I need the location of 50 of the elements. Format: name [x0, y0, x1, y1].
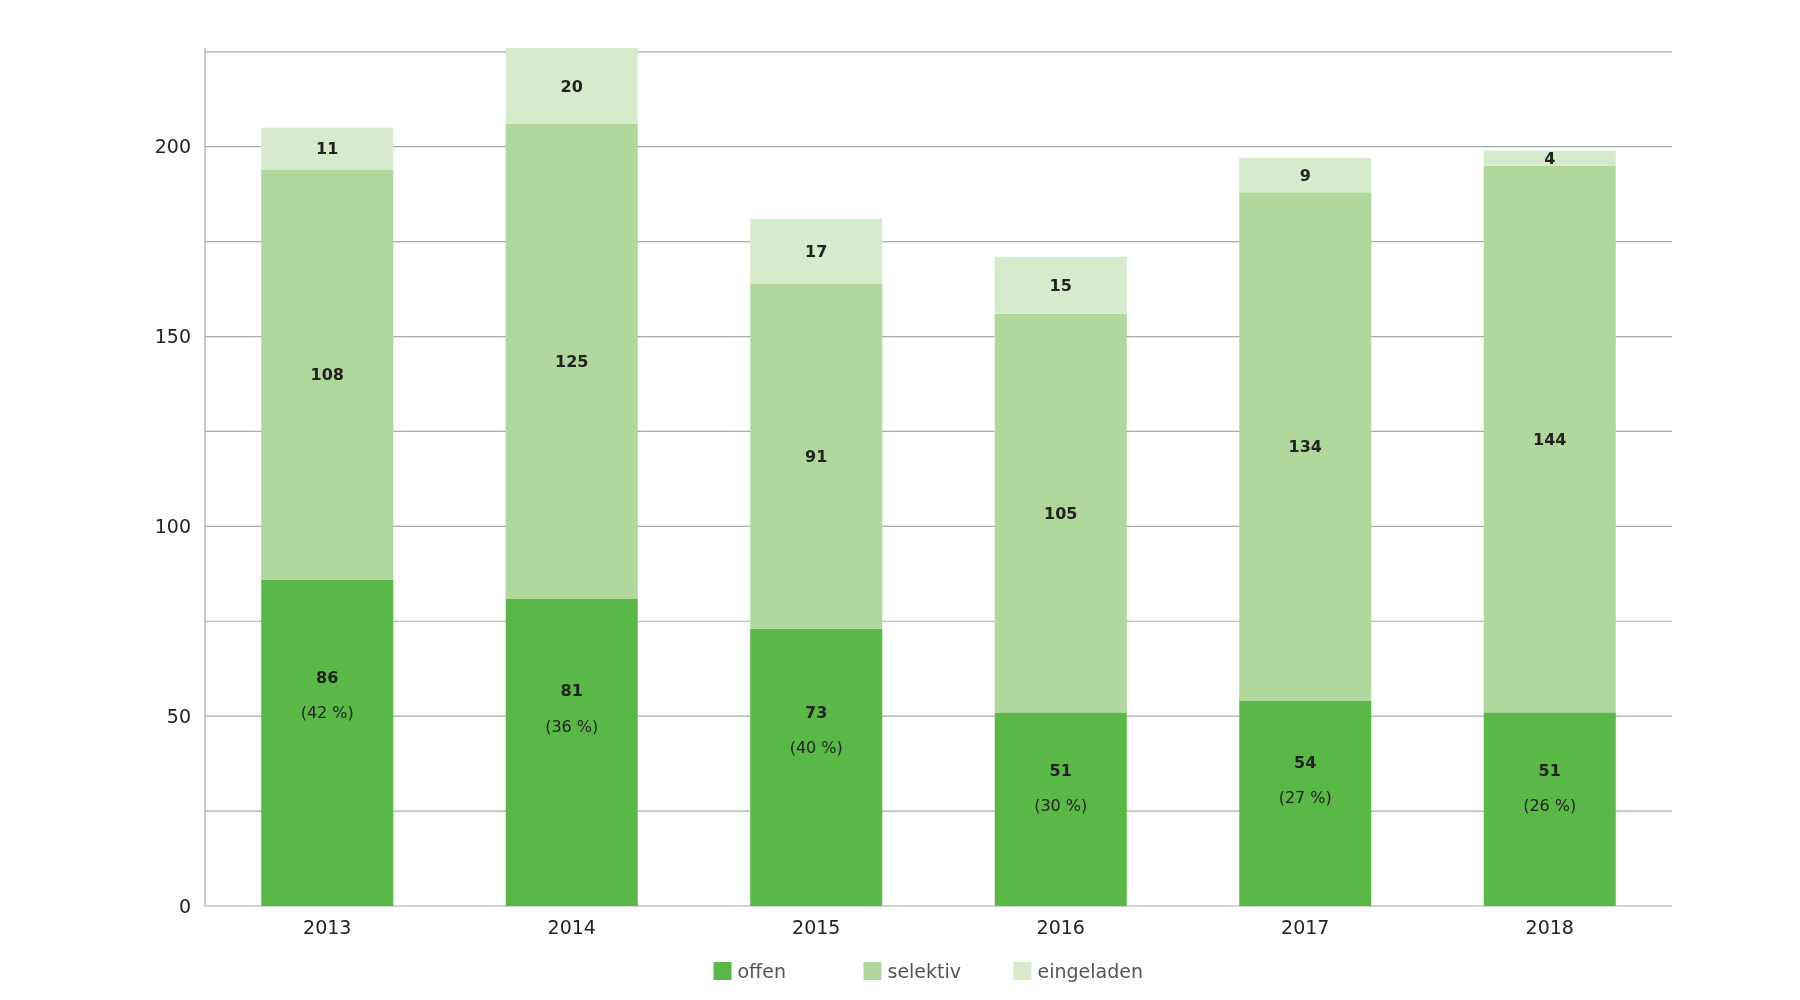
bar [1483, 712, 1616, 906]
data-label: 105 [1044, 503, 1078, 523]
bar [750, 628, 883, 906]
data-label: 51 (30 %) [1034, 761, 1088, 816]
data-label: 81 (36 %) [545, 681, 599, 736]
bar [261, 579, 394, 906]
bar [994, 256, 1127, 314]
bar [994, 313, 1127, 713]
y-tick-label: 50 [166, 704, 191, 727]
y-tick-label: 200 [154, 135, 191, 158]
bar [261, 127, 394, 170]
data-label: 9 [1299, 165, 1311, 185]
x-tick-label: 2016 [1036, 916, 1085, 938]
legend-label: offen [737, 959, 786, 982]
data-label: 17 [805, 241, 828, 261]
data-label: 86 (42 %) [300, 668, 354, 723]
x-tick-label: 2017 [1281, 916, 1330, 938]
bar [505, 598, 638, 906]
legend-label: selektiv [887, 959, 962, 982]
bar [505, 48, 638, 124]
bar [994, 712, 1127, 906]
x-tick-label: 2018 [1525, 916, 1574, 938]
bar [261, 169, 394, 580]
data-label: 20 [560, 76, 583, 96]
bar [1483, 165, 1616, 713]
x-tick-label: 2014 [547, 916, 596, 938]
bar [750, 283, 883, 629]
bar [750, 218, 883, 284]
data-label: 125 [555, 351, 589, 371]
legend-label: eingeladen [1037, 959, 1143, 982]
bar [1483, 150, 1616, 166]
bar [505, 123, 638, 599]
y-tick-label: 100 [154, 515, 191, 537]
bar [1239, 158, 1372, 193]
data-label: 11 [316, 139, 339, 159]
x-tick-label: 2013 [303, 916, 352, 938]
data-label: 54 (27 %) [1278, 753, 1332, 808]
data-label: 108 [310, 365, 344, 385]
data-label: 144 [1533, 429, 1567, 449]
data-label: 4 [1544, 148, 1556, 168]
data-label: 91 [805, 446, 828, 466]
data-label: 134 [1288, 437, 1322, 457]
data-label: 15 [1049, 275, 1072, 295]
data-label: 73 (40 %) [789, 702, 843, 757]
bar [1239, 700, 1372, 906]
y-tick-label: 0 [178, 894, 191, 917]
x-tick-label: 2015 [792, 916, 841, 938]
data-label: 51 (26 %) [1523, 761, 1577, 816]
y-tick-label: 150 [154, 325, 191, 348]
bar [1239, 192, 1372, 701]
